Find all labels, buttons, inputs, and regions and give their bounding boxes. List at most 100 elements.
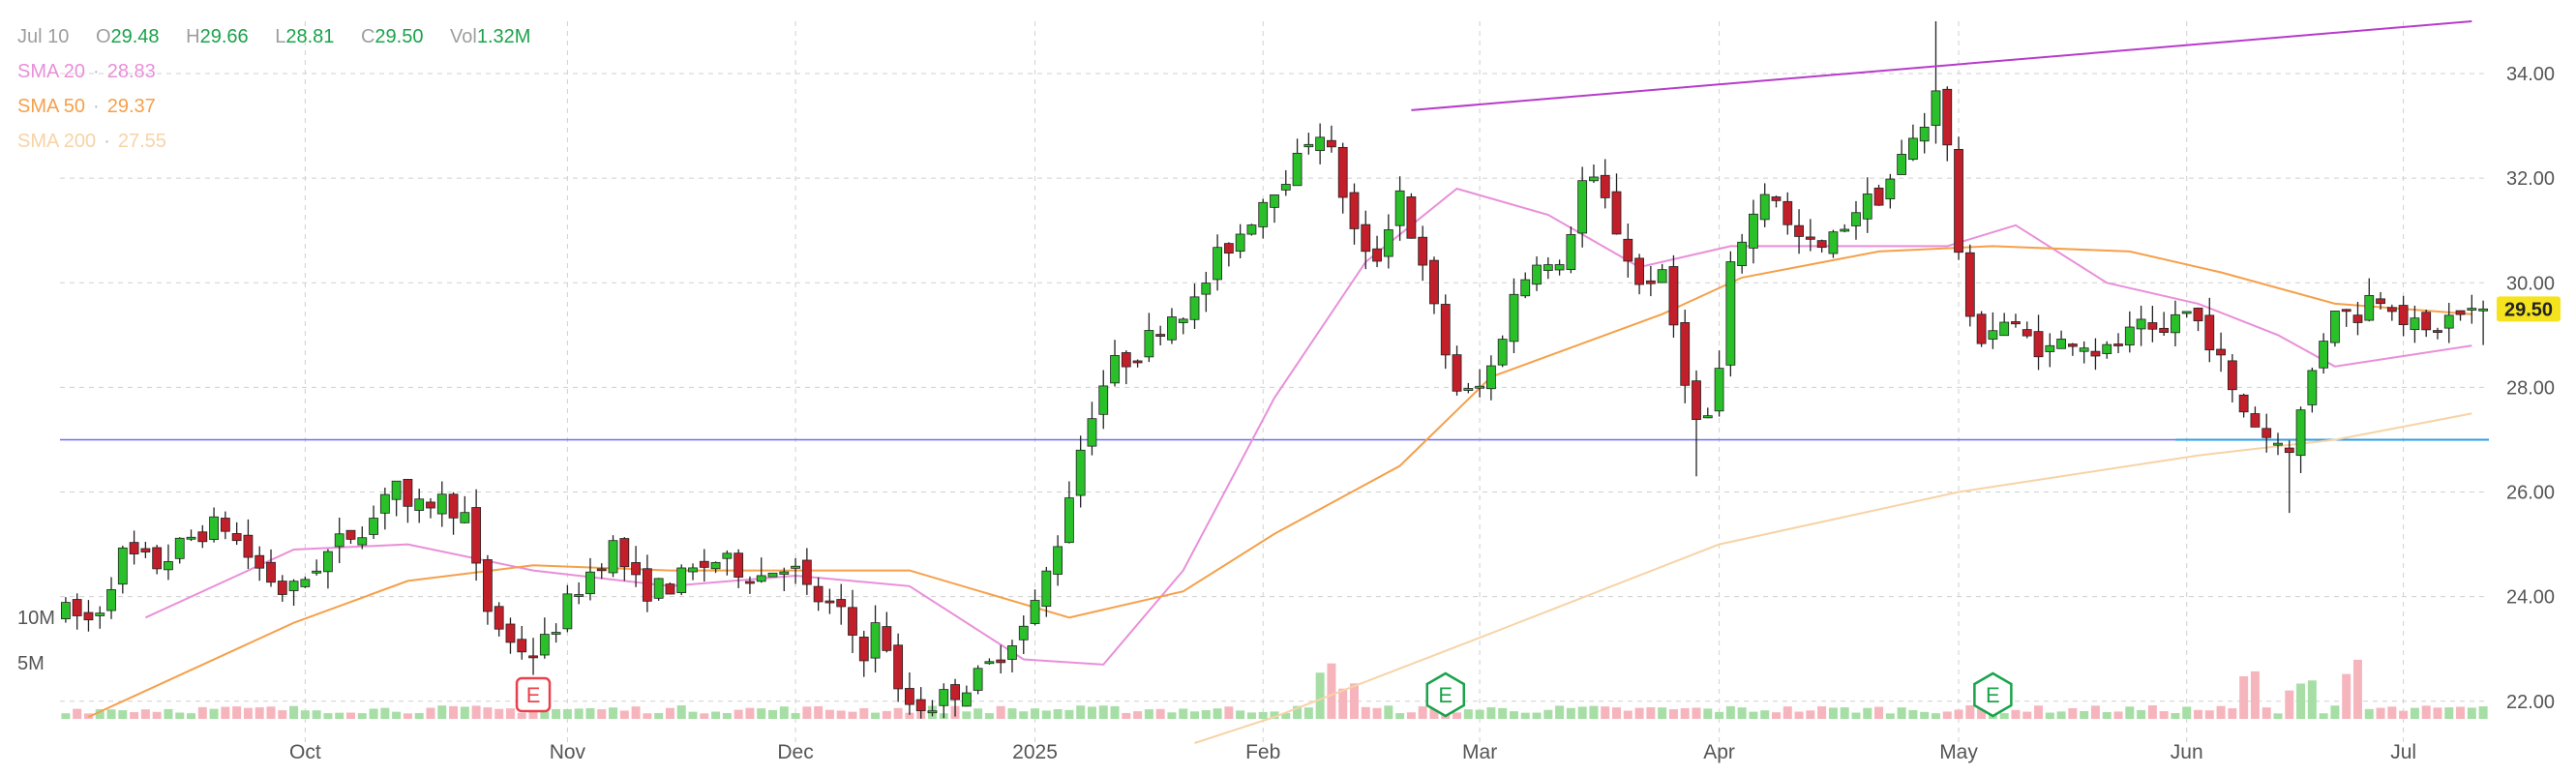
volume-bar <box>2364 708 2374 719</box>
candle-body <box>1235 233 1245 253</box>
candle <box>1816 239 1827 253</box>
sma-line-sma200 <box>1194 412 2472 744</box>
candle-body <box>2307 370 2318 405</box>
candle <box>1692 370 1701 477</box>
candle <box>494 602 504 637</box>
candle-body <box>2376 298 2385 305</box>
candle-body <box>2136 318 2146 330</box>
candle <box>197 524 208 549</box>
candle-body <box>334 533 344 548</box>
candle-body <box>574 594 584 597</box>
volume-bar <box>1725 705 1735 719</box>
candle-body <box>722 552 733 559</box>
candle <box>1337 142 1348 214</box>
candle <box>1063 481 1074 544</box>
candle-body <box>1223 243 1234 254</box>
candle-body <box>106 589 116 611</box>
candle <box>699 549 709 582</box>
volume-bar <box>1293 705 1303 719</box>
x-tick-label: Oct <box>289 741 321 763</box>
candle <box>619 537 630 581</box>
volume-bar <box>312 710 321 719</box>
candle <box>2478 300 2489 345</box>
candle <box>608 535 618 578</box>
volume-bar <box>1076 705 1086 719</box>
candle <box>1270 194 1279 224</box>
volume-value: 1.32M <box>476 26 531 47</box>
candle <box>1246 224 1257 236</box>
candle-body <box>266 561 276 583</box>
candle <box>1725 251 1736 377</box>
candle-body <box>1999 321 2010 337</box>
indicator-sma20[interactable]: SMA 20 · 28.83 <box>17 61 156 82</box>
candle <box>369 505 378 539</box>
candle-body <box>1361 224 1371 253</box>
candle <box>2443 303 2454 343</box>
candle <box>2147 306 2158 343</box>
earnings-marker[interactable]: E <box>1425 671 1466 718</box>
high-label: H <box>186 26 200 47</box>
earnings-marker[interactable]: E <box>515 676 552 713</box>
indicator-sma200[interactable]: SMA 200 · 27.55 <box>17 131 166 152</box>
volume-bar <box>643 713 652 719</box>
volume-bar <box>1931 713 1940 719</box>
volume-bar <box>1281 712 1291 719</box>
volume-bar <box>2433 707 2442 719</box>
candle-body <box>2204 314 2215 351</box>
candle <box>1189 283 1200 329</box>
x-tick-label: Dec <box>777 741 813 763</box>
candle-body <box>905 688 914 705</box>
candle-body <box>710 561 721 570</box>
candle-body <box>2455 310 2466 315</box>
candle-body <box>1623 238 1633 262</box>
volume-bar <box>61 713 71 719</box>
volume-bar <box>369 708 378 719</box>
candle <box>1383 214 1393 269</box>
candle-body <box>95 612 105 616</box>
candle <box>2171 300 2180 346</box>
candle-body <box>277 581 287 595</box>
candle <box>905 671 914 715</box>
indicator-sma50[interactable]: SMA 50 · 29.37 <box>17 96 156 117</box>
volume-bar <box>1064 709 1074 719</box>
low-label: L <box>275 26 286 47</box>
volume-bar <box>2399 710 2409 719</box>
candle-body <box>653 578 664 599</box>
candle-body <box>779 571 790 575</box>
candle <box>1771 195 1782 208</box>
candle <box>801 548 812 595</box>
candle-body <box>1485 365 1496 390</box>
candle-body <box>1053 546 1063 575</box>
candle <box>1213 234 1222 291</box>
candle-body <box>300 579 311 587</box>
x-tick-label: Jun <box>2171 741 2203 763</box>
candle <box>2433 327 2442 340</box>
candle <box>140 541 151 558</box>
candle <box>60 597 71 623</box>
candle <box>1873 184 1884 206</box>
candle-body <box>1692 380 1701 420</box>
volume-bar <box>1246 712 1256 719</box>
candle <box>2421 309 2432 338</box>
candle-body <box>2284 447 2294 454</box>
earnings-marker[interactable]: E <box>1973 671 2013 718</box>
candle-body <box>1611 191 1622 235</box>
candle <box>1030 589 1040 626</box>
candle <box>231 522 242 546</box>
volume-bar <box>2056 711 2066 719</box>
candle-body <box>2193 308 2203 322</box>
candle-body <box>1589 176 1599 182</box>
candle <box>1543 256 1553 280</box>
volume-bar <box>1031 708 1040 719</box>
earnings-label: E <box>526 683 541 707</box>
candle <box>2045 333 2055 368</box>
trendlines[interactable] <box>1411 20 2472 111</box>
candle <box>722 550 733 576</box>
chart-legend: Jul 10 O29.48 H29.66 L28.81 C29.50 Vol1.… <box>17 19 530 159</box>
current-price-badge: 29.50 <box>2497 296 2561 322</box>
candle-body <box>961 692 972 707</box>
volume-bar <box>232 706 242 719</box>
